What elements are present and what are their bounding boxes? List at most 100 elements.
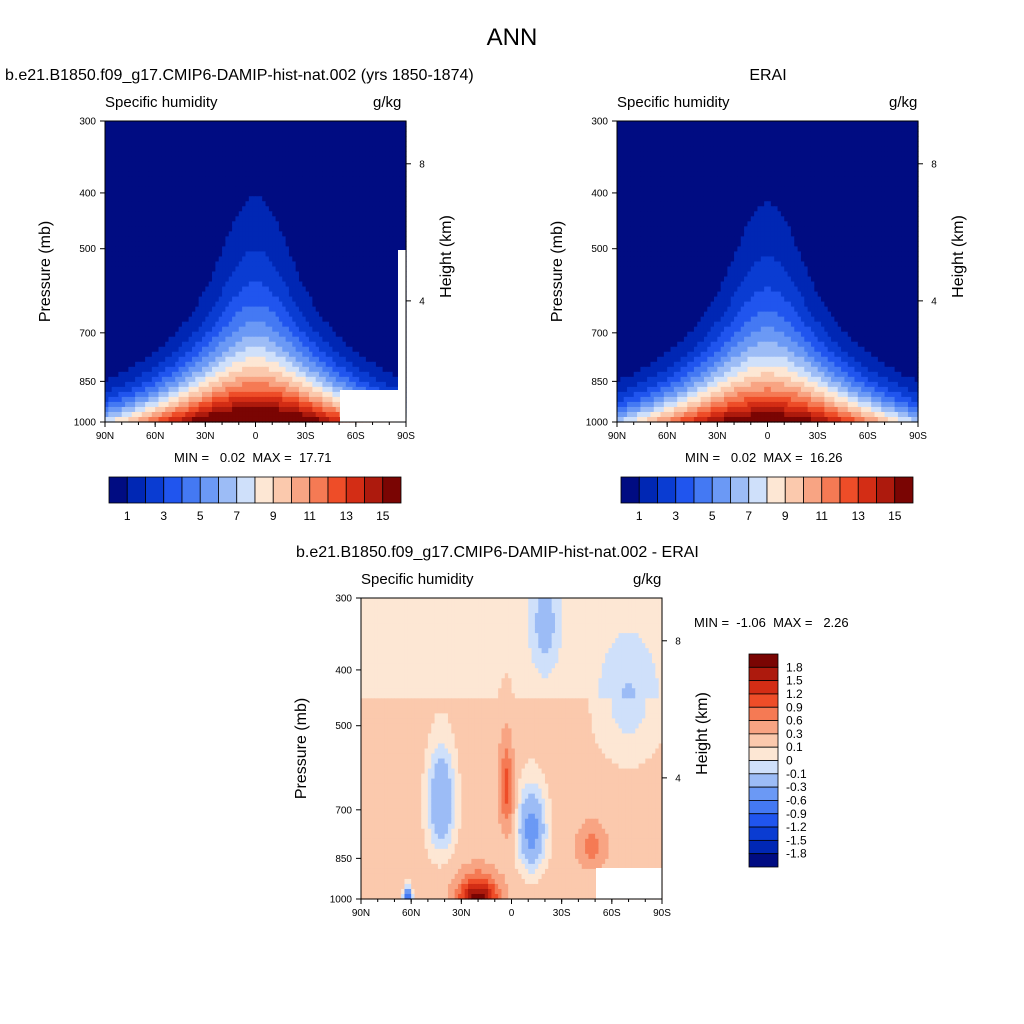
field-cell xyxy=(248,191,253,197)
field-cell xyxy=(148,166,153,172)
field-cell xyxy=(235,146,240,152)
field-cell xyxy=(382,371,387,378)
field-cell xyxy=(389,146,394,152)
field-cell xyxy=(151,141,156,147)
field-cell xyxy=(258,286,263,293)
field-cell xyxy=(382,191,387,197)
field-cell xyxy=(339,371,344,378)
field-cell xyxy=(185,131,190,137)
field-cell xyxy=(115,211,119,217)
field-cell xyxy=(298,191,303,197)
field-cell xyxy=(212,341,216,348)
field-cell xyxy=(362,361,367,368)
field-cell xyxy=(242,121,247,127)
field-cell xyxy=(235,351,240,358)
field-cell xyxy=(272,221,277,227)
field-cell xyxy=(382,166,387,172)
field-cell xyxy=(265,171,270,177)
field-cell xyxy=(151,201,156,207)
field-cell xyxy=(375,376,380,383)
field-cell xyxy=(315,331,320,338)
field-cell xyxy=(125,236,130,242)
field-cell xyxy=(389,231,394,237)
field-cell xyxy=(312,201,317,207)
field-cell xyxy=(265,241,270,248)
field-cell xyxy=(165,311,170,318)
field-cell xyxy=(395,356,400,363)
field-cell xyxy=(118,311,123,318)
field-cell xyxy=(355,291,360,298)
field-cell xyxy=(278,206,283,212)
field-cell xyxy=(302,256,307,263)
field-cell xyxy=(225,176,230,182)
field-cell xyxy=(245,361,250,368)
field-cell xyxy=(228,396,233,403)
field-cell xyxy=(171,151,176,157)
field-cell xyxy=(151,276,156,283)
field-cell xyxy=(355,216,360,222)
field-cell xyxy=(369,191,374,197)
field-cell xyxy=(345,151,350,157)
field-cell xyxy=(369,316,374,323)
field-cell xyxy=(145,286,150,293)
field-cell xyxy=(138,371,143,378)
field-cell xyxy=(161,366,166,373)
field-cell xyxy=(302,291,307,298)
field-cell xyxy=(178,316,183,323)
field-cell xyxy=(108,356,113,363)
field-cell xyxy=(158,161,163,167)
field-cell xyxy=(365,381,370,388)
field-cell xyxy=(248,231,253,237)
field-cell xyxy=(168,361,173,368)
field-cell xyxy=(121,161,126,167)
field-cell xyxy=(359,141,364,147)
field-cell xyxy=(105,271,109,278)
field-cell xyxy=(252,261,257,268)
field-cell xyxy=(322,136,327,142)
field-cell xyxy=(108,151,113,157)
field-cell xyxy=(275,206,280,212)
field-cell xyxy=(275,311,280,318)
field-cell xyxy=(275,156,280,162)
field-cell xyxy=(138,251,143,258)
field-cell xyxy=(278,381,283,388)
field-cell xyxy=(302,376,307,383)
field-cell xyxy=(309,231,313,237)
field-cell xyxy=(218,376,223,383)
field-cell xyxy=(268,336,273,343)
field-cell xyxy=(115,341,119,348)
field-cell xyxy=(282,146,287,152)
field-cell xyxy=(359,236,364,242)
field-cell xyxy=(262,151,267,157)
field-cell xyxy=(382,186,387,192)
field-cell xyxy=(228,306,233,313)
field-cell xyxy=(165,251,170,258)
field-cell xyxy=(309,276,313,283)
field-cell xyxy=(345,256,350,263)
field-cell xyxy=(382,271,387,278)
field-cell xyxy=(222,171,226,177)
field-cell xyxy=(265,141,270,147)
field-cell xyxy=(369,386,374,393)
field-cell xyxy=(141,241,146,248)
field-cell xyxy=(375,171,380,177)
field-cell xyxy=(322,341,327,348)
field-cell xyxy=(198,246,203,253)
field-cell xyxy=(245,371,250,378)
field-cell xyxy=(168,211,173,217)
field-cell xyxy=(349,121,354,127)
field-cell xyxy=(145,356,150,363)
field-cell xyxy=(228,236,233,242)
field-cell xyxy=(319,196,323,202)
field-cell xyxy=(399,246,404,253)
field-cell xyxy=(118,221,123,227)
field-cell xyxy=(155,356,160,363)
field-cell xyxy=(278,376,283,383)
field-cell xyxy=(395,281,400,288)
field-cell xyxy=(339,151,344,157)
field-cell xyxy=(165,341,170,348)
field-cell xyxy=(232,311,237,318)
field-cell xyxy=(245,306,250,313)
field-cell xyxy=(131,121,136,127)
field-cell xyxy=(191,286,196,293)
